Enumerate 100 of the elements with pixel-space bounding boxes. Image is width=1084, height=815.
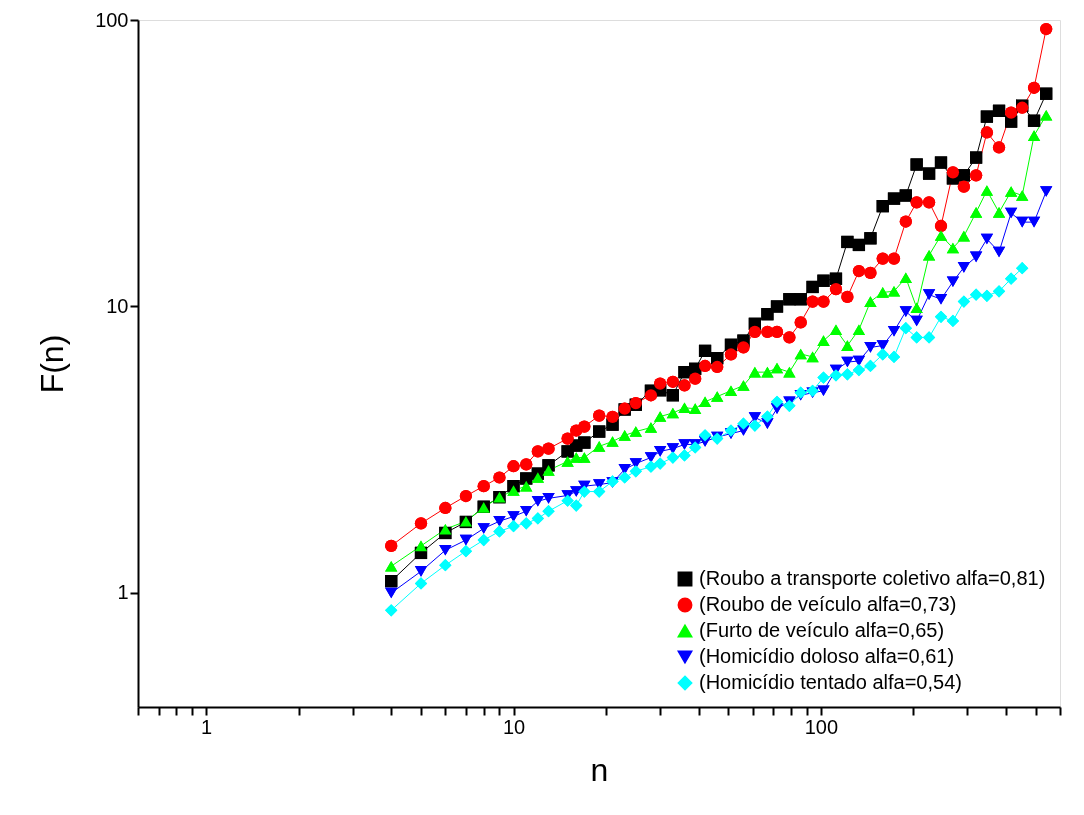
- point: [794, 316, 807, 329]
- point: [992, 207, 1006, 218]
- point: [817, 274, 830, 287]
- point: [829, 324, 843, 335]
- point: [829, 272, 843, 285]
- point: [957, 169, 970, 182]
- point: [654, 411, 667, 422]
- point: [980, 110, 994, 123]
- point: [946, 166, 960, 179]
- point: [887, 252, 901, 265]
- point: [852, 324, 866, 335]
- point: [770, 325, 784, 339]
- point: [737, 380, 750, 391]
- point: [899, 306, 912, 317]
- y-tick-label: 100: [95, 8, 129, 31]
- point: [770, 362, 784, 374]
- point: [748, 325, 761, 339]
- point: [841, 290, 854, 304]
- y-tick-label: 1: [117, 581, 129, 604]
- point: [1040, 186, 1053, 197]
- point: [934, 293, 948, 305]
- point: [841, 368, 854, 381]
- point: [593, 425, 606, 438]
- point: [980, 233, 994, 245]
- point: [606, 410, 619, 423]
- point: [678, 402, 691, 414]
- point: [899, 322, 912, 335]
- point: [922, 249, 936, 261]
- y-tick-label: 10: [106, 295, 129, 317]
- point: [1040, 87, 1053, 100]
- point: [654, 457, 667, 470]
- point: [864, 342, 877, 353]
- point: [783, 293, 796, 306]
- point: [957, 230, 970, 242]
- point: [922, 167, 936, 180]
- point: [711, 391, 724, 402]
- point: [864, 296, 877, 307]
- point: [910, 196, 923, 209]
- point: [852, 363, 866, 377]
- point: [689, 403, 702, 414]
- point: [689, 372, 702, 385]
- point: [969, 169, 983, 182]
- point: [980, 185, 994, 196]
- point: [783, 331, 796, 344]
- point: [618, 430, 631, 441]
- point: [1040, 22, 1053, 36]
- point: [969, 207, 983, 218]
- point: [806, 295, 819, 308]
- point: [910, 302, 923, 314]
- point: [1027, 81, 1041, 94]
- point: [969, 288, 983, 301]
- point: [980, 126, 994, 139]
- point: [1027, 216, 1041, 228]
- legend-label: (Homicídio doloso alfa=0,61): [699, 645, 955, 667]
- legend-label: (Homicídio tentado alfa=0,54): [699, 671, 962, 693]
- point: [666, 443, 679, 454]
- point: [570, 486, 583, 497]
- point: [899, 272, 912, 284]
- point: [1004, 207, 1018, 219]
- point: [666, 375, 679, 388]
- point: [817, 335, 830, 346]
- point: [698, 396, 712, 408]
- point: [748, 366, 761, 378]
- point: [724, 385, 738, 397]
- point: [1004, 106, 1018, 119]
- point: [934, 230, 948, 241]
- point: [698, 344, 712, 357]
- point: [1040, 109, 1053, 121]
- point: [1016, 216, 1029, 228]
- x-axis-title: n: [590, 751, 609, 788]
- point: [698, 359, 712, 373]
- point: [783, 366, 796, 378]
- point: [1004, 272, 1018, 285]
- point: [899, 215, 912, 228]
- point: [876, 252, 889, 265]
- x-tick-label: 1: [201, 715, 213, 738]
- point: [1027, 114, 1041, 127]
- point: [969, 251, 983, 263]
- point: [910, 331, 923, 344]
- point: [980, 289, 994, 302]
- point: [922, 196, 936, 209]
- point: [678, 439, 691, 450]
- legend-label: (Roubo de veículo alfa=0,73): [699, 593, 957, 615]
- point: [887, 350, 901, 364]
- point: [570, 499, 583, 512]
- point: [957, 295, 970, 308]
- point: [724, 348, 738, 361]
- point: [561, 494, 574, 507]
- point: [841, 235, 854, 249]
- point: [934, 156, 948, 169]
- point: [561, 456, 574, 467]
- point: [1016, 262, 1029, 275]
- point: [666, 451, 679, 464]
- point: [852, 355, 866, 367]
- point: [593, 409, 606, 422]
- point: [794, 348, 807, 360]
- point: [829, 282, 843, 296]
- point: [654, 377, 667, 390]
- point: [992, 285, 1006, 298]
- point: [618, 471, 631, 484]
